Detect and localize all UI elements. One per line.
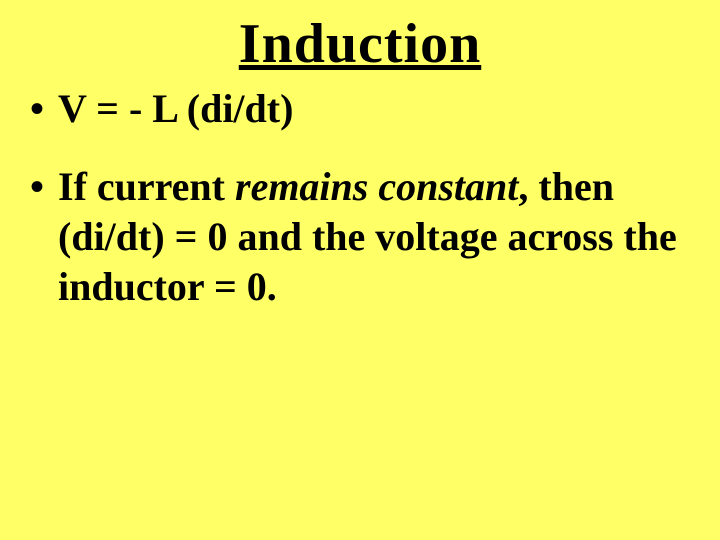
slide-title: Induction [30,12,690,76]
bullet-text-pre: V = - L (di/dt) [58,86,293,131]
bullet-item: If current remains constant, then (di/dt… [30,162,690,312]
bullet-list: V = - L (di/dt) If current remains const… [30,84,690,312]
slide-container: Induction V = - L (di/dt) If current rem… [0,0,720,540]
bullet-text-italic: remains constant [235,164,518,209]
bullet-item: V = - L (di/dt) [30,84,690,134]
bullet-text-pre: If current [58,164,235,209]
